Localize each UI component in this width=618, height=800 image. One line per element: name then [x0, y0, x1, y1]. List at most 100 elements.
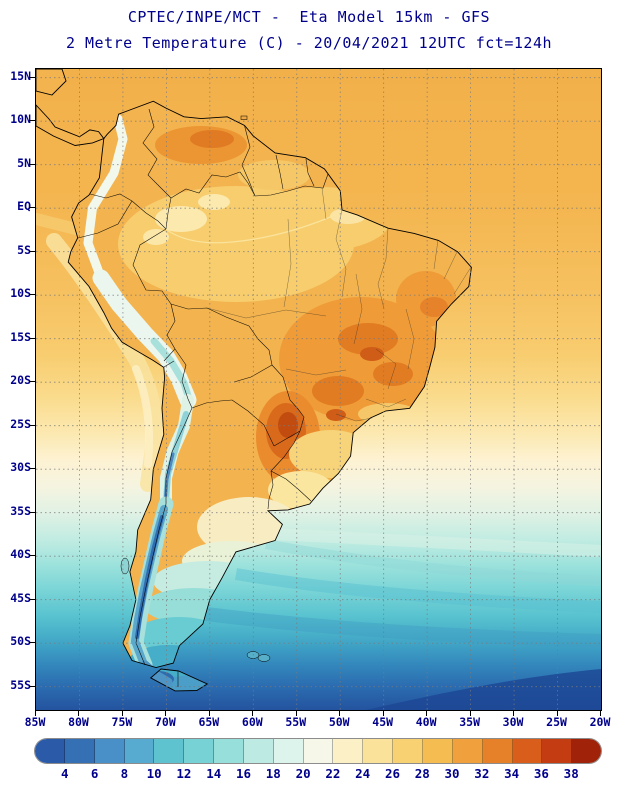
amazon-river	[166, 211, 343, 244]
colorbar-tick-38: 38	[563, 766, 579, 781]
lon-label-80W: 80W	[68, 715, 89, 729]
lon-tick	[513, 711, 515, 716]
colorbar-tick-34: 34	[504, 766, 520, 781]
lon-tick	[78, 711, 80, 716]
lat-tick	[29, 511, 35, 513]
colorbar-segment	[452, 739, 483, 763]
colorbar-segment	[273, 739, 304, 763]
lat-tick	[29, 250, 35, 252]
lon-tick	[208, 711, 210, 716]
colorbar-tick-18: 18	[265, 766, 281, 781]
colorbar-tick-28: 28	[414, 766, 430, 781]
colorbar-segment	[542, 739, 573, 763]
colorbar-segment	[184, 739, 215, 763]
colorbar-tick-24: 24	[355, 766, 371, 781]
lon-tick	[339, 711, 341, 716]
lon-label-30W: 30W	[502, 715, 524, 729]
lon-label-65W: 65W	[198, 715, 220, 729]
lat-label-30S: 30S	[10, 460, 31, 475]
lon-tick	[382, 711, 384, 716]
map-plot-frame	[35, 68, 602, 711]
lon-label-85W: 85W	[24, 715, 46, 729]
lon-label-40W: 40W	[415, 715, 437, 729]
colorbar-tick-10: 10	[146, 766, 162, 781]
lat-tick	[29, 555, 35, 557]
lat-label-5S: 5S	[17, 242, 31, 257]
lon-label-75W: 75W	[111, 715, 133, 729]
colorbar-tick-8: 8	[120, 766, 129, 781]
colorbar-segment	[35, 739, 65, 763]
lon-label-55W: 55W	[285, 715, 307, 729]
colorbar-tick-30: 30	[444, 766, 460, 781]
lon-label-25W: 25W	[546, 715, 567, 729]
lat-tick	[29, 76, 35, 78]
colorbar-segment	[64, 739, 95, 763]
colorbar-tick-36: 36	[533, 766, 549, 781]
lon-tick	[426, 711, 428, 716]
lat-tick	[29, 337, 35, 339]
colorbar-segment	[154, 739, 185, 763]
colorbar-segment	[422, 739, 453, 763]
colorbar-tick-4: 4	[61, 766, 69, 781]
lat-label-50S: 50S	[10, 634, 31, 649]
lat-tick	[29, 642, 35, 644]
lat-tick	[29, 163, 35, 165]
colorbar-segment	[243, 739, 274, 763]
lat-label-10N: 10N	[10, 112, 31, 127]
lon-tick	[469, 711, 471, 716]
page-title: CPTEC/INPE/MCT - Eta Model 15km - GFS	[127, 8, 491, 26]
lon-label-35W: 35W	[459, 715, 480, 729]
grid-lines	[36, 69, 601, 710]
colorbar-segment	[333, 739, 364, 763]
page-subtitle: 2 Metre Temperature (C) - 20/04/2021 12U…	[65, 34, 553, 52]
temperature-map	[36, 69, 601, 710]
lat-label-35S: 35S	[10, 503, 31, 518]
colorbar-segment	[363, 739, 394, 763]
colorbar-segment	[393, 739, 423, 763]
lat-label-5N: 5N	[17, 155, 31, 170]
colorbar-segment	[512, 739, 543, 763]
colorbar-tick-20: 20	[295, 766, 311, 781]
coastline	[36, 69, 472, 692]
lon-label-20W: 20W	[589, 715, 611, 729]
lon-label-70W: 70W	[154, 715, 176, 729]
colorbar-tick-14: 14	[206, 766, 222, 781]
colorbar-tick-12: 12	[176, 766, 192, 781]
lat-label-15S: 15S	[10, 329, 31, 344]
lat-label-EQ: EQ	[17, 199, 31, 214]
lat-label-45S: 45S	[10, 590, 31, 605]
colorbar-tick-22: 22	[325, 766, 341, 781]
lat-label-15N: 15N	[10, 68, 31, 83]
colorbar-tick-32: 32	[474, 766, 490, 781]
colorbar-segment	[214, 739, 244, 763]
lon-label-60W: 60W	[241, 715, 263, 729]
temperature-colorbar	[35, 739, 601, 763]
colorbar-segment	[94, 739, 125, 763]
lat-tick	[29, 120, 35, 122]
lat-label-40S: 40S	[10, 547, 31, 562]
lat-tick	[29, 381, 35, 383]
land-temperature-field	[83, 114, 456, 687]
lat-label-10S: 10S	[10, 286, 31, 301]
lon-label-50W: 50W	[328, 715, 350, 729]
country-borders	[77, 108, 329, 687]
lon-tick	[252, 711, 254, 716]
lat-tick	[29, 207, 35, 209]
lat-tick	[29, 598, 35, 600]
colorbar-tick-6: 6	[90, 766, 99, 781]
colorbar-segment	[303, 739, 334, 763]
colorbar-segment	[572, 739, 601, 763]
lat-tick	[29, 468, 35, 470]
colorbar-tick-16: 16	[235, 766, 252, 781]
lon-tick	[295, 711, 297, 716]
lon-tick	[556, 711, 558, 716]
colorbar-tick-26: 26	[384, 766, 400, 781]
colorbar-segment	[124, 739, 155, 763]
lat-tick	[29, 685, 35, 687]
lat-tick	[29, 424, 35, 426]
colorbar-segment	[482, 739, 513, 763]
lat-label-20S: 20S	[10, 373, 31, 388]
lat-label-55S: 55S	[10, 677, 31, 692]
lon-tick	[165, 711, 167, 716]
